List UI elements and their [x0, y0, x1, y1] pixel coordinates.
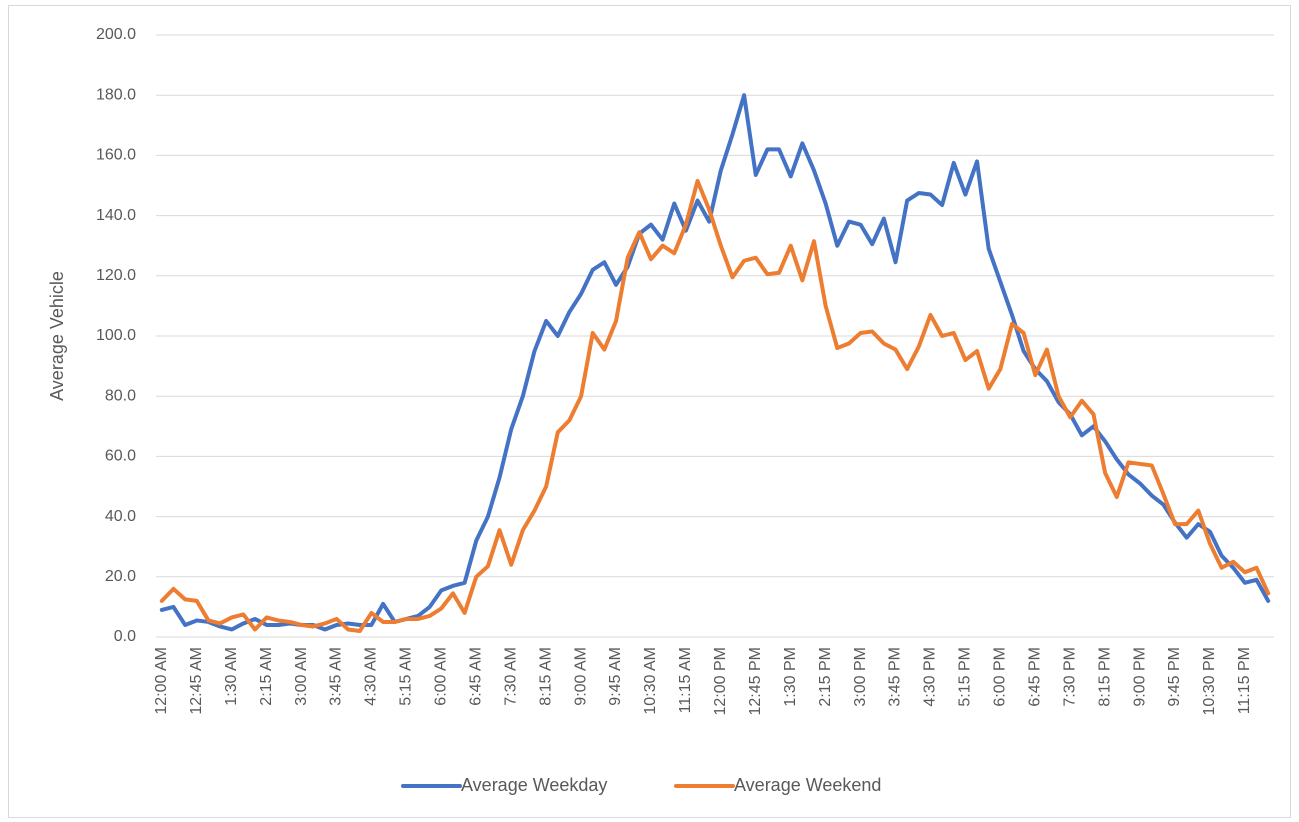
- y-tick-label: 200.0: [96, 26, 136, 43]
- legend-label: Average Weekend: [734, 775, 881, 795]
- x-tick-label: 5:15 AM: [398, 647, 415, 706]
- x-tick-label: 2:15 PM: [817, 647, 834, 707]
- chart-frame: [8, 5, 1291, 818]
- x-tick-label: 6:45 AM: [467, 647, 484, 706]
- series-line: [159, 178, 1271, 633]
- x-tick-label: 2:15 AM: [258, 647, 275, 706]
- y-axis-label: Average Vehicle: [47, 271, 67, 401]
- x-tick-label: 6:00 AM: [433, 647, 450, 706]
- y-tick-label: 120.0: [96, 267, 136, 284]
- x-tick-label: 6:45 PM: [1026, 647, 1043, 707]
- x-tick-label: 5:15 PM: [957, 647, 974, 707]
- legend-label: Average Weekday: [461, 775, 607, 795]
- y-tick-label: 0.0: [114, 628, 136, 645]
- x-tick-label: 9:45 AM: [607, 647, 624, 706]
- x-tick-label: 12:00 PM: [712, 647, 729, 715]
- x-tick-label: 1:30 AM: [223, 647, 240, 706]
- x-tick-label: 8:15 AM: [537, 647, 554, 706]
- x-tick-label: 10:30 PM: [1201, 647, 1218, 715]
- x-tick-label: 9:00 PM: [1131, 647, 1148, 707]
- x-tick-label: 12:45 PM: [747, 647, 764, 715]
- x-tick-label: 3:00 AM: [293, 647, 310, 706]
- y-tick-label: 160.0: [96, 147, 136, 164]
- x-tick-label: 11:15 AM: [677, 647, 694, 713]
- x-tick-label: 3:45 AM: [328, 647, 345, 706]
- series-line: [159, 93, 1271, 632]
- x-tick-label: 7:30 PM: [1061, 647, 1078, 707]
- x-tick-label: 9:45 PM: [1166, 647, 1183, 707]
- x-tick-label: 3:45 PM: [887, 647, 904, 707]
- y-tick-label: 100.0: [96, 327, 136, 344]
- y-tick-label: 140.0: [96, 207, 136, 224]
- x-tick-label: 4:30 PM: [922, 647, 939, 707]
- x-tick-label: 4:30 AM: [363, 647, 380, 706]
- y-tick-label: 20.0: [105, 568, 136, 585]
- x-tick-label: 11:15 PM: [1236, 647, 1253, 714]
- y-tick-label: 60.0: [105, 448, 136, 465]
- x-tick-label: 12:45 AM: [188, 647, 205, 715]
- x-tick-label: 9:00 AM: [572, 647, 589, 706]
- x-tick-label: 12:00 AM: [153, 647, 170, 715]
- y-tick-label: 180.0: [96, 86, 136, 103]
- x-tick-label: 1:30 PM: [782, 647, 799, 707]
- x-tick-label: 8:15 PM: [1096, 647, 1113, 707]
- y-tick-label: 80.0: [105, 387, 136, 404]
- x-tick-label: 3:00 PM: [852, 647, 869, 707]
- x-tick-label: 6:00 PM: [992, 647, 1009, 707]
- x-tick-label: 7:30 AM: [502, 647, 519, 706]
- y-tick-label: 40.0: [105, 508, 136, 525]
- x-tick-label: 10:30 AM: [642, 647, 659, 715]
